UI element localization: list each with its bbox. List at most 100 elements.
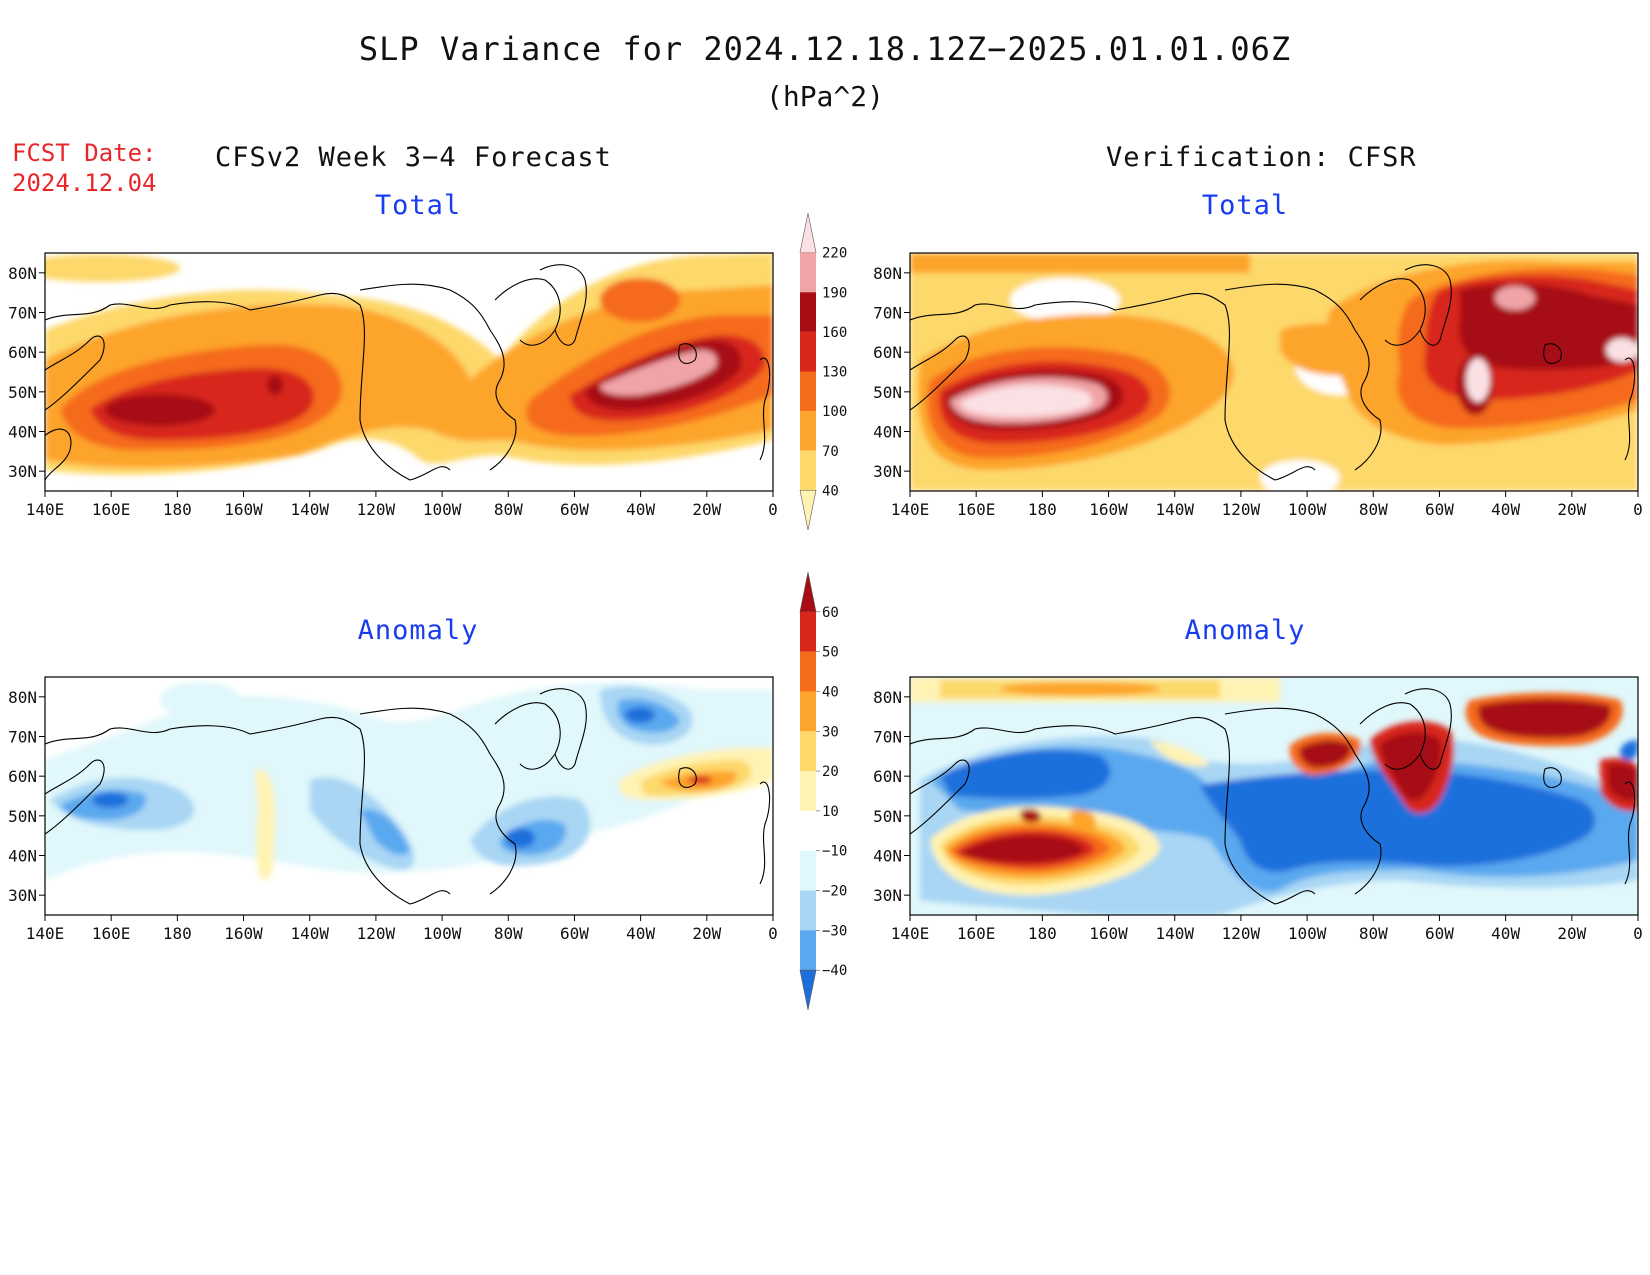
coastlines-verification-anomaly (910, 688, 1636, 905)
lon-tick-label-verification-total: 160W (1089, 500, 1128, 519)
contour-fill-forecast-anomaly (45, 682, 773, 880)
panel-verification-total (909, 252, 1639, 492)
forecast-date: FCST Date: 2024.12.04 (12, 138, 157, 198)
lat-tick-label-forecast-anomaly: 80N (8, 688, 37, 707)
lon-tick-label-forecast-total: 140W (290, 500, 329, 519)
contour-fill-forecast-total (45, 253, 773, 475)
lon-tick-label-verification-anomaly: 100W (1288, 924, 1327, 943)
anomaly-colorbar-swatch (799, 571, 817, 613)
lon-tick-label-verification-anomaly: 80W (1359, 924, 1388, 943)
anomaly-colorbar-swatch (800, 651, 816, 692)
axis-labels: 80N 70N 60N 50N 40N 30N 140E 160E 180 160W 140W 120… (8, 264, 1643, 943)
lat-tick-label-verification-total: 60N (873, 343, 902, 362)
lat-tick-label-verification-anomaly: 40N (873, 847, 902, 866)
lon-tick-label-verification-total: 60W (1425, 500, 1454, 519)
lon-tick-label-forecast-anomaly: 40W (626, 924, 655, 943)
panel-verification-anomaly (909, 676, 1639, 916)
lon-tick-label-verification-anomaly: 140E (891, 924, 930, 943)
total-colorbar-swatch (799, 490, 817, 531)
panel-title-forecast-anomaly: Anomaly (357, 615, 479, 646)
total-colorbar-swatch (800, 292, 816, 332)
anomaly-colorbar-label: −30 (822, 923, 847, 939)
lat-tick-label-forecast-anomaly: 70N (8, 728, 37, 747)
anomaly-colorbar-label: 60 (822, 605, 839, 621)
lat-tick-label-forecast-anomaly: 30N (8, 886, 37, 905)
lon-tick-label-verification-anomaly: 20W (1557, 924, 1586, 943)
lat-tick-label-forecast-anomaly: 60N (8, 767, 37, 786)
total-colorbar-swatch (800, 371, 816, 412)
total-colorbar-swatch (799, 212, 817, 253)
colorbars: 220 190 160 130 100 70 40 60 50 40 30 20 10 −10 −20 −30… (799, 212, 847, 1011)
lon-tick-label-forecast-anomaly: 180 (163, 924, 192, 943)
coastlines-verification-total (910, 264, 1636, 481)
forecast-date-label: FCST Date: (12, 139, 157, 167)
total-colorbar-swatch (800, 252, 816, 293)
lon-tick-label-forecast-total: 160W (224, 500, 263, 519)
lon-tick-label-forecast-total: 80W (494, 500, 523, 519)
lat-tick-label-forecast-total: 50N (8, 383, 37, 402)
lon-tick-label-forecast-anomaly: 100W (423, 924, 462, 943)
lon-tick-label-forecast-anomaly: 80W (494, 924, 523, 943)
lat-tick-label-forecast-anomaly: 40N (8, 847, 37, 866)
lon-tick-label-forecast-anomaly: 120W (357, 924, 396, 943)
lat-tick-label-verification-anomaly: 60N (873, 767, 902, 786)
lon-tick-label-forecast-total: 60W (560, 500, 589, 519)
lat-tick-label-forecast-total: 30N (8, 462, 37, 481)
lat-tick-label-verification-anomaly: 50N (873, 807, 902, 826)
forecast-column-header: CFSv2 Week 3−4 Forecast (215, 142, 612, 173)
lon-tick-label-verification-total: 180 (1028, 500, 1057, 519)
lat-tick-label-verification-anomaly: 70N (873, 728, 902, 747)
panel-title-forecast-total: Total (374, 190, 462, 221)
lon-tick-label-verification-total: 100W (1288, 500, 1327, 519)
anomaly-colorbar-swatch (800, 731, 816, 772)
lat-tick-label-forecast-total: 60N (8, 343, 37, 362)
anomaly-colorbar-label: 30 (822, 724, 839, 740)
anomaly-colorbar-swatch (799, 969, 817, 1011)
anomaly-colorbar-swatch (800, 930, 816, 971)
lon-tick-label-forecast-anomaly: 140E (26, 924, 65, 943)
forecast-date-value: 2024.12.04 (12, 169, 157, 197)
lon-tick-label-verification-anomaly: 160E (957, 924, 996, 943)
lon-tick-label-forecast-anomaly: 20W (692, 924, 721, 943)
figure-title: SLP Variance for 2024.12.18.12Z−2025.01.… (358, 30, 1292, 68)
lon-tick-label-forecast-total: 120W (357, 500, 396, 519)
lon-tick-label-verification-total: 140E (891, 500, 930, 519)
anomaly-colorbar-label: −20 (822, 884, 847, 900)
contour-fill-verification-total (910, 253, 1638, 491)
coastlines-forecast-total (45, 264, 771, 481)
total-colorbar-label: 100 (822, 404, 847, 420)
lon-tick-label-forecast-total: 40W (626, 500, 655, 519)
lon-tick-label-forecast-total: 0 (768, 500, 778, 519)
lat-tick-label-forecast-anomaly: 50N (8, 807, 37, 826)
lon-tick-label-forecast-total: 20W (692, 500, 721, 519)
lon-tick-label-verification-anomaly: 140W (1155, 924, 1194, 943)
coastlines-forecast-anomaly (45, 688, 771, 905)
anomaly-colorbar-swatch (800, 691, 816, 732)
total-colorbar-swatch (800, 411, 816, 451)
lat-tick-label-verification-total: 50N (873, 383, 902, 402)
total-colorbar-label: 160 (822, 325, 847, 341)
anomaly-colorbar-label: 40 (822, 684, 839, 700)
anomaly-colorbar-swatch (800, 890, 816, 931)
lon-tick-label-forecast-total: 160E (92, 500, 131, 519)
anomaly-colorbar-label: −40 (822, 963, 847, 979)
lon-tick-label-verification-anomaly: 120W (1222, 924, 1261, 943)
lat-tick-label-forecast-total: 80N (8, 264, 37, 283)
lon-tick-label-forecast-total: 180 (163, 500, 192, 519)
lon-tick-label-verification-total: 80W (1359, 500, 1388, 519)
lon-tick-label-forecast-total: 140E (26, 500, 65, 519)
total-colorbar-label: 40 (822, 483, 839, 499)
total-colorbar-label: 130 (822, 365, 847, 381)
lon-tick-label-verification-anomaly: 40W (1491, 924, 1520, 943)
total-colorbar-label: 190 (822, 285, 847, 301)
lat-tick-label-verification-anomaly: 80N (873, 688, 902, 707)
lon-tick-label-forecast-anomaly: 160W (224, 924, 263, 943)
total-colorbar-label: 70 (822, 444, 839, 460)
lon-tick-label-verification-total: 20W (1557, 500, 1586, 519)
lat-tick-label-verification-anomaly: 30N (873, 886, 902, 905)
contour-fill-verification-anomaly (910, 677, 1638, 915)
lon-tick-label-verification-anomaly: 60W (1425, 924, 1454, 943)
lon-tick-label-forecast-anomaly: 0 (768, 924, 778, 943)
panel-title-verification-total: Total (1201, 190, 1289, 221)
